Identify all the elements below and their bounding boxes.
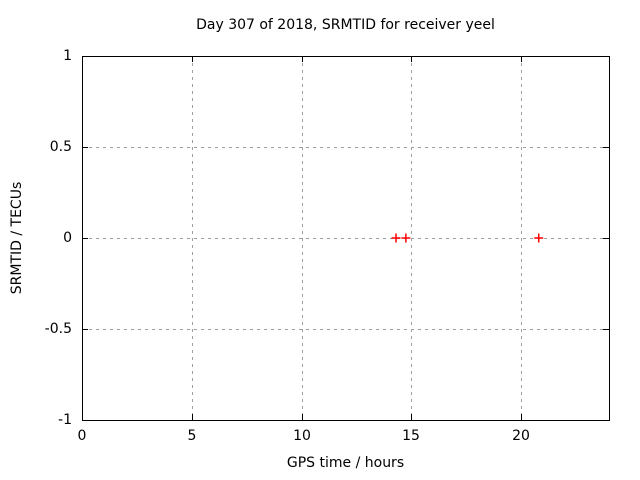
plot-border [82,56,610,421]
x-tick-label: 5 [187,428,197,444]
x-tick-label: 15 [402,428,420,444]
x-tick-label: 10 [293,428,311,444]
y-tick-label: -0.5 [44,321,72,337]
y-tick-label: 1 [63,48,72,64]
y-tick-label: 0.5 [49,139,72,155]
y-tick-label: -1 [58,412,72,428]
x-tick-label: 0 [77,428,87,444]
y-tick-label: 0 [63,230,72,246]
x-axis-label: GPS time / hours [286,455,405,471]
x-tick-label: 20 [512,428,530,444]
chart-title: Day 307 of 2018, SRMTID for receiver yee… [196,17,495,33]
